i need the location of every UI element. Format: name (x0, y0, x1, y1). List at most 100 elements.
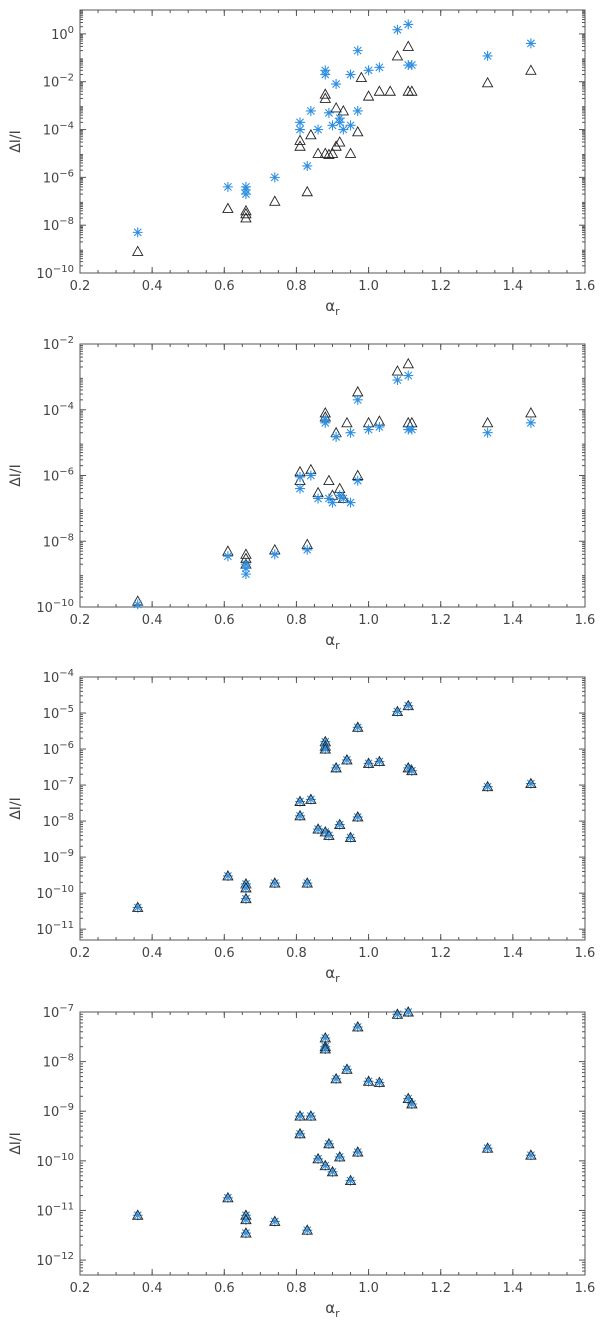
star-point (352, 394, 363, 405)
chart-panel-3: 0.2 0.4 0.6 0.8 1.0 1.2 1.4 1.6 10−11 10−10 10−9 10… (8, 668, 595, 985)
star-point (295, 810, 306, 821)
x-tick-label: 1.0 (358, 1281, 379, 1296)
star-point (406, 1098, 417, 1109)
triangle-point (301, 185, 314, 197)
triangle-point (402, 1092, 415, 1104)
y-tick-label: 10−2 (43, 335, 74, 353)
x-tick-label: 1.4 (503, 1281, 524, 1296)
star-point (222, 870, 233, 881)
star-point (334, 1151, 345, 1162)
star-point (240, 1228, 251, 1239)
star-point (525, 417, 536, 428)
triangle-point (269, 1215, 281, 1226)
triangle-point (222, 202, 234, 213)
star-point (302, 160, 313, 171)
triangle-point (402, 85, 415, 96)
star-point (320, 1032, 331, 1043)
star-point (327, 497, 338, 508)
triangle-point (319, 1043, 332, 1054)
triangle-point (240, 892, 252, 904)
y-tick-label: 10−4 (43, 121, 74, 139)
star-point (305, 470, 316, 481)
x-tick-label: 1.2 (430, 946, 451, 961)
star-point (352, 1147, 363, 1158)
star-point (338, 493, 349, 504)
star-point (327, 1166, 338, 1177)
triangle-point (294, 134, 306, 145)
star-point (331, 431, 342, 442)
star-point (374, 421, 385, 432)
triangle-point (305, 793, 317, 804)
star-point (341, 1064, 352, 1075)
triangle-point (402, 357, 415, 369)
triangle-point (406, 764, 418, 776)
star-point (295, 1128, 306, 1139)
x-tick-label: 0.4 (142, 613, 163, 628)
x-tick-label: 1.6 (575, 946, 596, 961)
triangle-point (305, 128, 317, 140)
star-point (345, 832, 356, 843)
x-tick-label: 0.8 (286, 279, 307, 294)
x-axis-label: αr (325, 631, 340, 652)
star-point (132, 902, 143, 913)
triangle-point (240, 204, 252, 216)
plot-frame (79, 676, 586, 941)
star-point (341, 754, 352, 765)
star-point (345, 69, 356, 80)
star-point (320, 65, 331, 76)
x-tick-label: 1.4 (503, 279, 524, 294)
triangle-point (301, 877, 314, 888)
chart-panel-4: 0.2 0.4 0.6 0.8 1.0 1.2 1.4 1.6 10−12 10−11 10−10 1… (8, 1003, 595, 1320)
y-axis-label: ΔI/I (8, 464, 24, 487)
x-tick-label: 1.4 (503, 946, 524, 961)
triangle-point (294, 140, 306, 151)
x-tick-label: 1.2 (430, 279, 451, 294)
star-point (406, 765, 417, 776)
star-point (352, 45, 363, 56)
star-point (403, 700, 414, 711)
triangle-point (333, 136, 346, 147)
triangle-point (222, 1191, 234, 1203)
y-tick-label: 10−6 (43, 168, 74, 186)
y-tick-label: 10−11 (36, 920, 74, 938)
x-tick-label: 0.6 (214, 279, 235, 294)
triangle-point (362, 757, 375, 768)
triangle-point (481, 1142, 494, 1153)
star-point (327, 120, 338, 131)
x-tick-label: 1.6 (575, 613, 596, 628)
star-point (302, 1225, 313, 1236)
star-point (334, 113, 345, 124)
y-tick-label: 100 (51, 25, 74, 43)
triangle-point (333, 1150, 346, 1162)
star-point (352, 1021, 363, 1032)
triangle-point (323, 474, 335, 486)
star-point (305, 1111, 316, 1122)
triangle-point (362, 1075, 375, 1086)
x-tick-label: 0.2 (70, 1281, 91, 1296)
star-point (331, 762, 342, 773)
triangle-point (402, 699, 415, 711)
y-tick-label: 10−9 (43, 1102, 74, 1120)
star-point (345, 497, 356, 508)
triangle-point (373, 85, 386, 96)
star-point (240, 569, 251, 580)
star-point (345, 120, 356, 131)
y-axis-label: ΔI/I (8, 130, 24, 153)
triangle-point (344, 147, 357, 158)
x-axis-label: αr (325, 964, 340, 985)
star-point (240, 189, 251, 200)
star-point (295, 483, 306, 494)
plot-frame (79, 343, 586, 608)
star-point (482, 1143, 493, 1154)
x-tick-label: 0.2 (70, 946, 91, 961)
y-tick-label: 10−7 (43, 776, 74, 794)
star-point (338, 124, 349, 135)
star-point (406, 424, 417, 435)
triangle-point (330, 1072, 342, 1084)
triangle-point (402, 40, 415, 51)
x-tick-label: 0.2 (70, 613, 91, 628)
triangle-point (481, 76, 494, 88)
triangle-point (240, 212, 252, 223)
triangle-point (351, 1146, 364, 1157)
triangle-point (373, 755, 386, 766)
